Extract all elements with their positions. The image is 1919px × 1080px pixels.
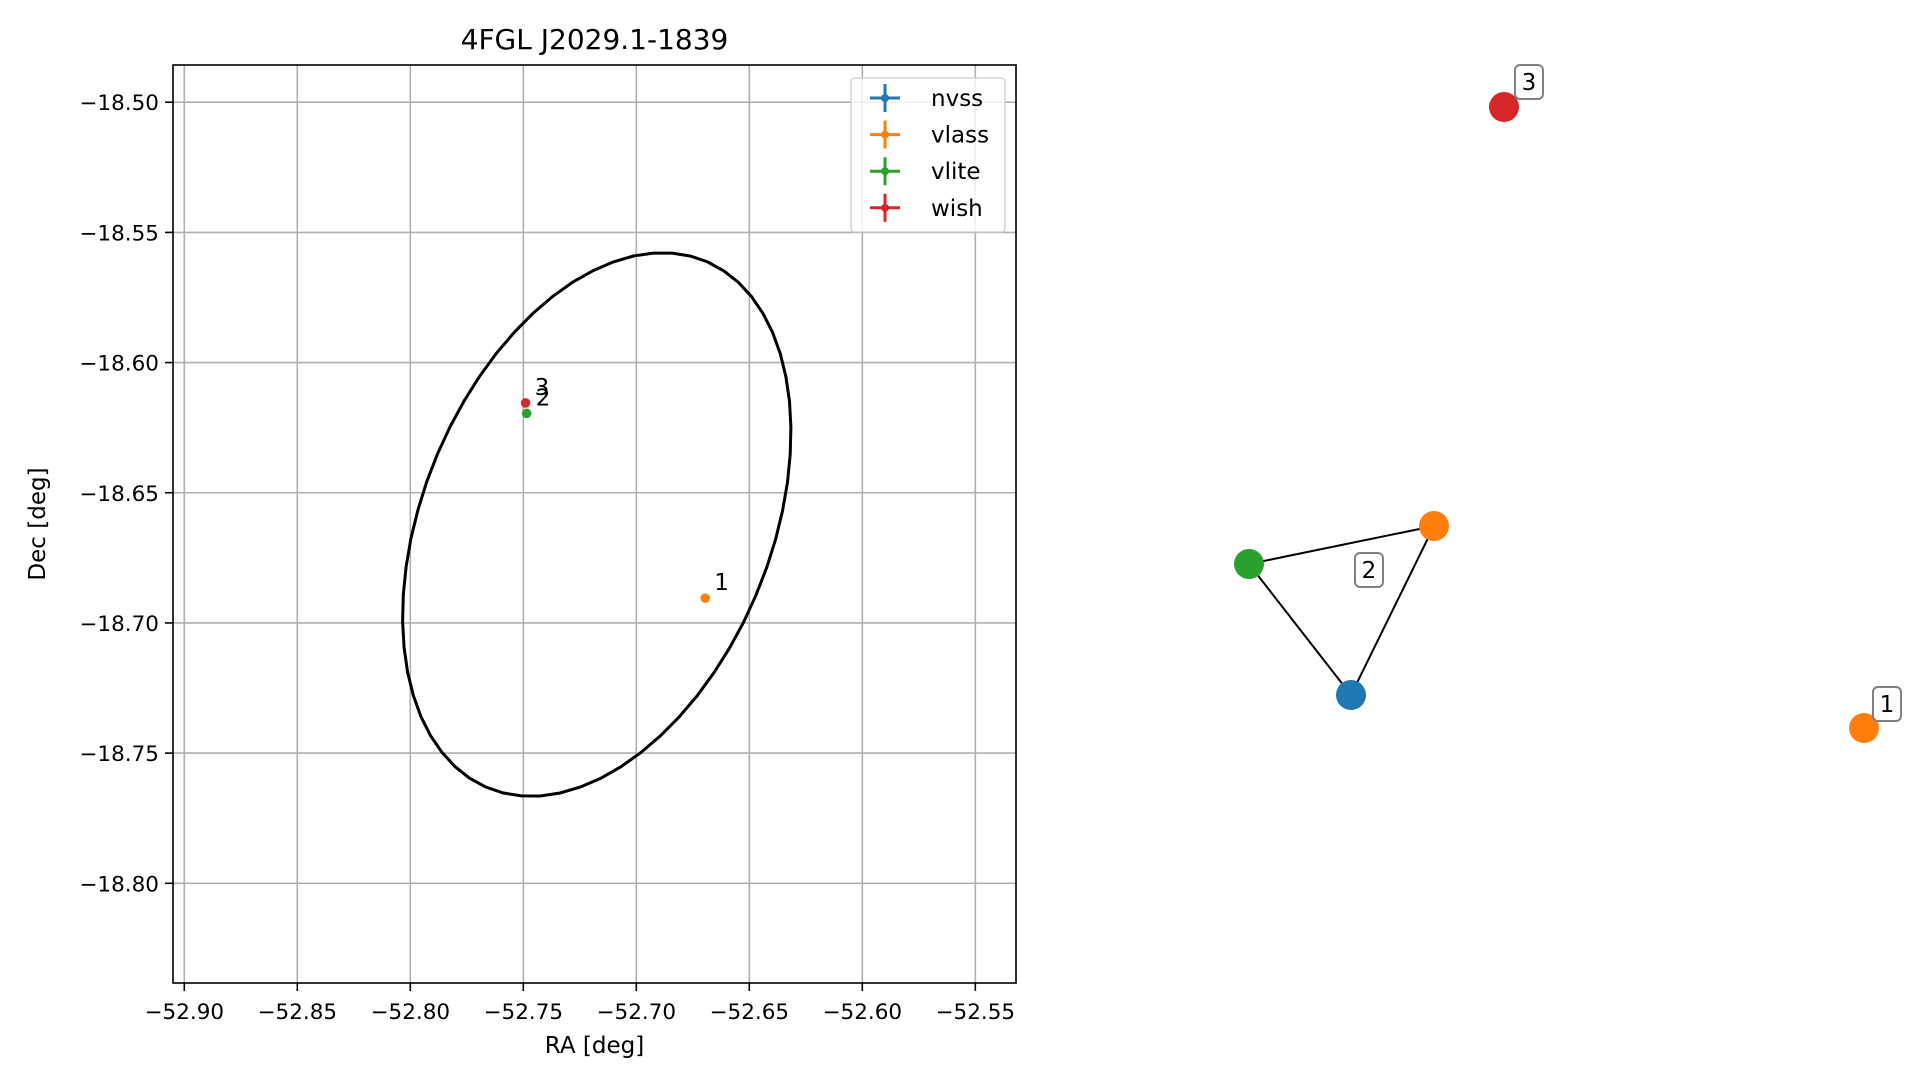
- network-nodes: [1234, 92, 1879, 743]
- y-tick-label: −18.65: [79, 482, 159, 507]
- network-edge: [1248, 525, 1435, 565]
- legend-label: vlite: [931, 159, 981, 185]
- point-label-1: 1: [714, 570, 729, 596]
- network-node-n2b: [1419, 511, 1449, 541]
- y-axis-label: Dec [deg]: [25, 467, 51, 580]
- legend-item-nvss: nvss: [870, 84, 983, 112]
- x-tick-label: −52.55: [936, 1000, 1016, 1025]
- y-tick-label: −18.60: [79, 352, 159, 377]
- point-vlass: [700, 593, 711, 604]
- y-tick-labels: −18.50 −18.55 −18.60 −18.65 −18.70 −18.75 −18.…: [79, 91, 159, 897]
- point-label-2: 2: [536, 385, 551, 411]
- x-tick-label: −52.90: [145, 1000, 225, 1025]
- point-label-3: 3: [535, 375, 550, 401]
- network-label-text: 3: [1522, 70, 1537, 96]
- legend-label: vlass: [931, 123, 989, 149]
- network-label-box: [1872, 686, 1902, 722]
- network-node-n2c: [1336, 680, 1366, 710]
- legend-items: nvss vlass vlite wish: [870, 84, 989, 222]
- network-label-box: [1354, 552, 1384, 588]
- network-label-2: 2: [1354, 552, 1384, 588]
- legend-label: nvss: [931, 86, 983, 112]
- network-label-box: [1514, 64, 1544, 100]
- legend-frame: [850, 77, 1006, 233]
- x-tick-label: −52.85: [258, 1000, 338, 1025]
- y-tick-label: −18.70: [79, 612, 159, 637]
- y-tick-label: −18.75: [79, 742, 159, 767]
- legend-item-vlass: vlass: [870, 120, 989, 149]
- legend-marker-dot: [881, 203, 889, 212]
- error-ellipse: [401, 251, 793, 798]
- point-vlite: [521, 408, 532, 419]
- network-label-text: 2: [1362, 558, 1377, 584]
- legend-marker-dot: [881, 167, 889, 176]
- point-wish: [520, 398, 531, 408]
- network-label-1: 1: [1872, 686, 1902, 722]
- sky-plot: 1 23 −52.90 −52.85 −52.80 −52.75 −52.70 −52.65…: [25, 23, 1017, 1059]
- x-tick-label: −52.70: [597, 1000, 677, 1025]
- network-edges: [1248, 525, 1435, 696]
- legend-marker-dot: [881, 94, 889, 102]
- y-tick-label: −18.80: [79, 872, 159, 897]
- x-tick-label: −52.65: [710, 1000, 790, 1025]
- source-labels: 1 23: [535, 375, 729, 596]
- x-tick-labels: −52.90 −52.85 −52.80 −52.75 −52.70 −52.65 −52.…: [145, 1000, 1016, 1025]
- legend: nvss vlass vlite wish: [850, 77, 1006, 233]
- y-ticks: [165, 101, 173, 885]
- network-node-n3: [1489, 92, 1519, 122]
- x-tick-label: −52.80: [371, 1000, 451, 1025]
- x-tick-label: −52.75: [484, 1000, 564, 1025]
- y-tick-label: −18.55: [79, 221, 159, 246]
- legend-item-wish: wish: [870, 193, 983, 222]
- x-ticks: [183, 983, 977, 991]
- network-label-text: 1: [1880, 692, 1895, 718]
- x-tick-label: −52.60: [823, 1000, 903, 1025]
- network-labels: 3 2 1: [1354, 64, 1902, 722]
- network-edge: [1248, 563, 1352, 696]
- x-axis-label: RA [deg]: [545, 1033, 644, 1059]
- legend-item-vlite: vlite: [870, 157, 981, 186]
- source-network: 3 2 1: [1234, 64, 1902, 743]
- network-label-3: 3: [1514, 64, 1544, 100]
- axes-frame: [172, 64, 1017, 984]
- source-points: [520, 398, 711, 604]
- network-node-n2a: [1234, 549, 1264, 579]
- network-edge: [1350, 525, 1435, 696]
- legend-marker-dot: [881, 130, 889, 139]
- chart-title: 4FGL J2029.1-1839: [461, 23, 729, 56]
- y-tick-label: −18.50: [79, 91, 159, 116]
- network-node-n1: [1849, 713, 1879, 743]
- legend-label: wish: [931, 196, 983, 222]
